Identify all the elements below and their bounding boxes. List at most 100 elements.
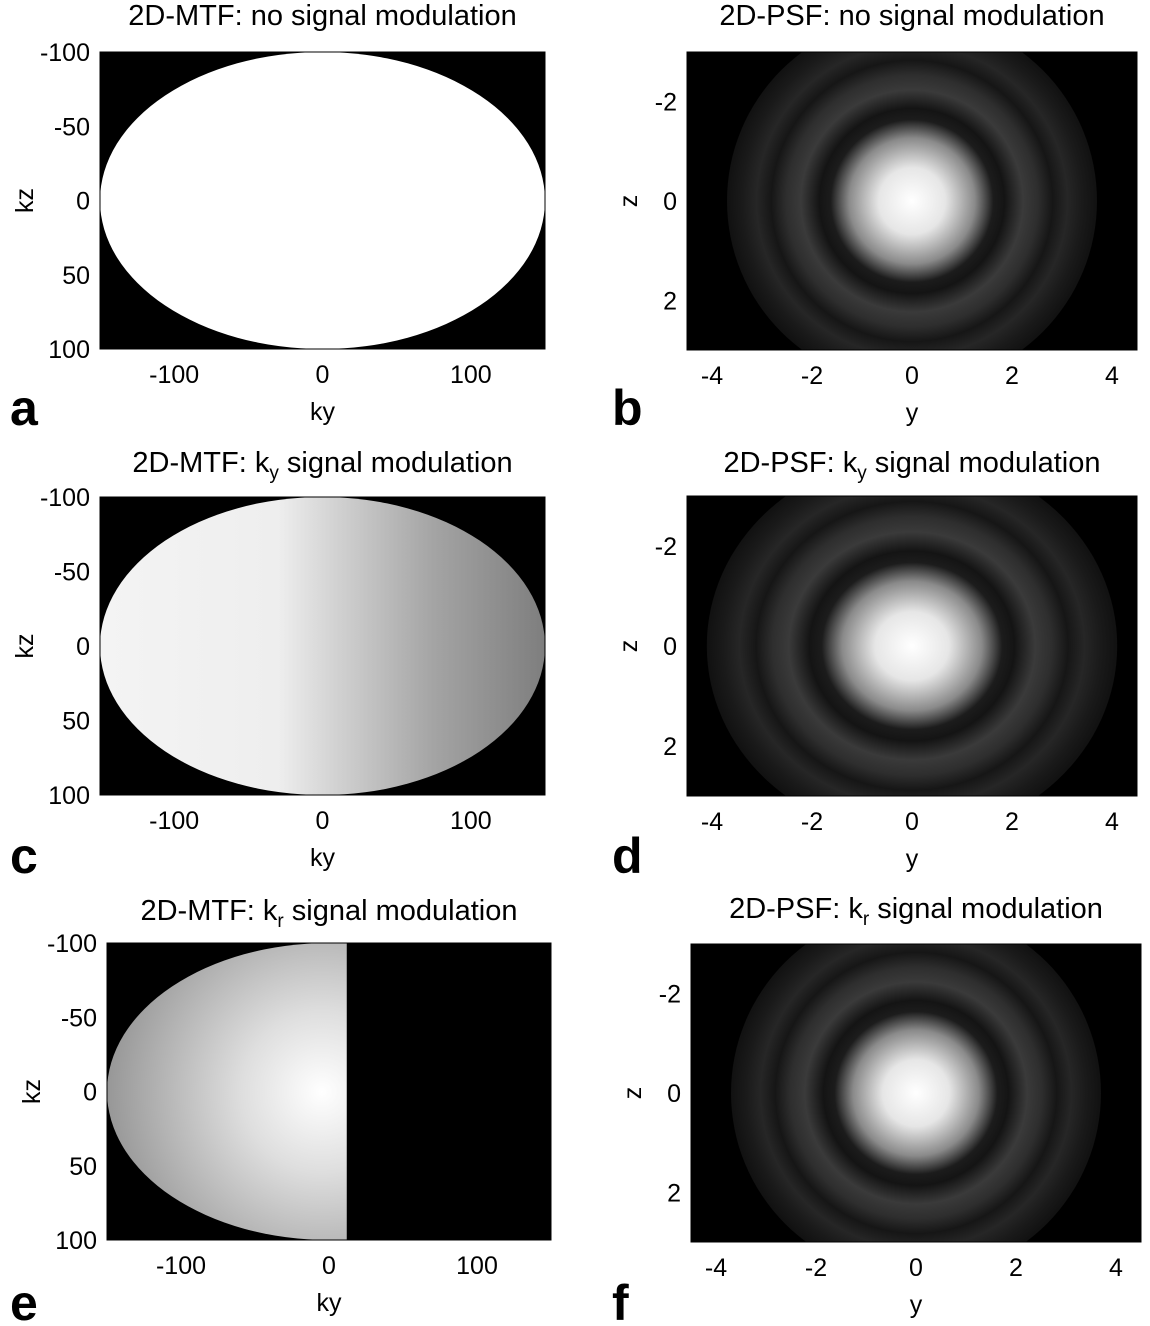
title-prefix: 2D-MTF:	[140, 895, 262, 927]
chart-title: 2D-MTF: kr signal modulation	[140, 895, 517, 932]
psf-pattern	[731, 944, 1101, 1242]
plot-frame	[686, 51, 1138, 351]
y-axis-label: z	[615, 195, 643, 208]
panel-letter: c	[10, 828, 38, 884]
panel-a: -100 0 100 -100 -50 0 50 100 ky kz 2D-MTF: no sign…	[10, 0, 546, 436]
x-tick-label: 100	[450, 807, 492, 835]
x-tick-label: -4	[701, 808, 723, 836]
y-tick-label: -100	[40, 484, 90, 512]
panel-letter: f	[612, 1275, 629, 1326]
y-tick-label: 0	[76, 188, 90, 216]
panel-f: -4 -2 0 2 4 -2 0 2 y z 2D-PSF: kr signal modulatio…	[612, 893, 1142, 1326]
plot-frame	[99, 496, 546, 796]
y-tick-label: -2	[655, 89, 677, 117]
title-rest: signal modulation	[279, 447, 513, 479]
psf-pattern	[706, 496, 1118, 796]
title-rest: no signal modulation	[251, 0, 517, 32]
x-tick-label: 0	[909, 1254, 923, 1282]
y-tick-label: 2	[667, 1179, 681, 1207]
x-tick-label: 0	[316, 807, 330, 835]
y-axis-label: kz	[18, 1079, 46, 1104]
chart-title: 2D-PSF: ky signal modulation	[723, 447, 1100, 484]
panel-letter: d	[612, 828, 643, 884]
title-subscript: r	[863, 909, 870, 930]
x-tick-label: 4	[1109, 1254, 1123, 1282]
plot-frame	[686, 495, 1138, 797]
y-axis-label: kz	[11, 188, 39, 213]
x-tick-label: 2	[1009, 1254, 1023, 1282]
title-rest: signal modulation	[284, 895, 518, 927]
y-tick-label: -50	[61, 1004, 97, 1032]
title-rest: signal modulation	[867, 447, 1101, 479]
y-tick-label: 50	[69, 1153, 97, 1181]
title-symbol: k	[255, 447, 270, 479]
title-subscript: r	[277, 911, 284, 932]
y-tick-label: 100	[48, 782, 90, 810]
y-tick-label: 0	[76, 633, 90, 661]
y-tick-label: 100	[48, 336, 90, 364]
psf-pattern	[727, 52, 1097, 350]
mtf-ellipse	[100, 497, 545, 795]
title-subscript: y	[269, 463, 279, 484]
panel-letter: e	[10, 1275, 38, 1326]
x-tick-label: -100	[156, 1252, 206, 1280]
chart-title: 2D-MTF: no signal modulation	[128, 0, 516, 32]
y-tick-label: 0	[663, 633, 677, 661]
x-tick-label: -4	[705, 1254, 727, 1282]
title-rest: no signal modulation	[839, 0, 1105, 32]
title-symbol: k	[848, 893, 863, 925]
plot-frame	[690, 943, 1142, 1243]
y-axis-label: z	[619, 1087, 647, 1100]
x-axis-label: ky	[317, 1289, 343, 1317]
y-tick-label: 0	[663, 188, 677, 216]
panel-b: -4 -2 0 2 4 -2 0 2 y z 2D-PSF: no signal modulatio…	[612, 0, 1138, 436]
y-tick-label: 2	[663, 287, 677, 315]
x-tick-label: 0	[905, 362, 919, 390]
y-axis-label: kz	[11, 634, 39, 659]
y-tick-label: -100	[47, 930, 97, 958]
y-tick-label: -50	[54, 113, 90, 141]
x-axis-label: ky	[310, 398, 336, 426]
y-tick-label: -2	[659, 981, 681, 1009]
panel-letter: b	[612, 380, 643, 436]
title-prefix: 2D-MTF:	[132, 447, 254, 479]
y-tick-label: -100	[40, 39, 90, 67]
x-axis-label: ky	[310, 844, 336, 872]
mtf-ellipse	[100, 52, 545, 349]
y-tick-label: 50	[62, 708, 90, 736]
x-tick-label: -100	[149, 361, 199, 389]
title-prefix: 2D-PSF:	[719, 0, 838, 32]
x-tick-label: 0	[316, 361, 330, 389]
chart-title: 2D-PSF: kr signal modulation	[729, 893, 1103, 930]
plot-frame	[99, 51, 546, 350]
y-axis-label: z	[615, 640, 643, 653]
panel-c: -100 0 100 -100 -50 0 50 100 ky kz 2D-MTF: ky sign…	[10, 447, 546, 884]
plot-frame	[106, 942, 552, 1241]
x-tick-label: 2	[1005, 808, 1019, 836]
x-tick-label: -4	[701, 362, 723, 390]
x-tick-label: -2	[801, 808, 823, 836]
y-tick-label: 100	[55, 1227, 97, 1255]
x-tick-label: 0	[905, 808, 919, 836]
x-tick-label: 0	[322, 1252, 336, 1280]
title-subscript: y	[857, 463, 867, 484]
x-tick-label: -2	[801, 362, 823, 390]
x-tick-label: -100	[149, 807, 199, 835]
title-prefix: 2D-PSF:	[729, 893, 848, 925]
chart-title: 2D-PSF: no signal modulation	[719, 0, 1104, 32]
y-tick-label: -2	[655, 533, 677, 561]
title-rest: signal modulation	[869, 893, 1103, 925]
y-tick-label: 0	[83, 1079, 97, 1107]
title-symbol: k	[843, 447, 858, 479]
x-tick-label: 100	[450, 361, 492, 389]
title-prefix: 2D-MTF:	[128, 0, 250, 32]
panel-letter: a	[10, 380, 39, 436]
x-tick-label: 100	[456, 1252, 498, 1280]
x-tick-label: 4	[1105, 362, 1119, 390]
mtf-half-ellipse	[107, 943, 347, 1240]
y-tick-label: -50	[54, 559, 90, 587]
x-axis-label: y	[906, 845, 919, 873]
panel-e: -100 0 100 -100 -50 0 50 100 ky kz 2D-MTF: kr sign…	[10, 895, 552, 1326]
